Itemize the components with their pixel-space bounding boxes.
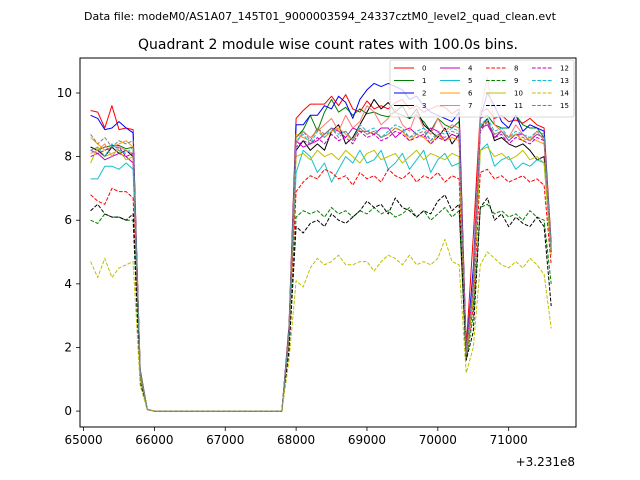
x-tick-label: 66000 — [135, 433, 173, 447]
legend-label-15: 15 — [560, 102, 569, 110]
legend-label-11: 11 — [514, 102, 523, 110]
x-tick-label: 71000 — [490, 433, 528, 447]
legend-label-5: 5 — [468, 77, 472, 85]
legend-label-8: 8 — [514, 65, 518, 73]
legend-label-2: 2 — [422, 90, 426, 98]
y-tick-label: 6 — [64, 213, 72, 227]
legend-label-9: 9 — [514, 77, 518, 85]
series-line-14 — [90, 238, 552, 412]
axes-layer: 65000 66000 67000 68000 69000 70000 71000 0 2 4 6 8… — [57, 57, 577, 447]
x-tick-label: 70000 — [419, 433, 457, 447]
legend-label-6: 6 — [468, 90, 473, 98]
y-tick-label: 4 — [64, 277, 72, 291]
series-line-12 — [90, 121, 552, 412]
x-offset-label: +3.231e8 — [516, 455, 575, 469]
y-tick-label: 10 — [57, 86, 72, 100]
legend-label-12: 12 — [560, 65, 569, 73]
y-tick-label: 8 — [64, 150, 72, 164]
legend-label-1: 1 — [422, 77, 426, 85]
x-tick-label: 65000 — [64, 433, 102, 447]
legend-label-3: 3 — [422, 102, 426, 110]
legend-label-0: 0 — [422, 65, 426, 73]
series-layer — [90, 76, 552, 412]
chart-title: Quadrant 2 module wise count rates with … — [138, 37, 518, 53]
x-tick-label: 67000 — [206, 433, 244, 447]
plot-frame — [79, 57, 577, 428]
x-tick-label: 69000 — [348, 433, 386, 447]
y-tick-label: 2 — [64, 340, 72, 354]
x-tick-label: 68000 — [277, 433, 315, 447]
legend-box — [389, 59, 575, 118]
legend-label-13: 13 — [560, 77, 569, 85]
legend-label-7: 7 — [468, 102, 472, 110]
data-file-label: Data file: modeM0/AS1A07_145T01_90000035… — [84, 10, 557, 23]
y-tick-label: 0 — [64, 404, 72, 418]
legend-label-4: 4 — [468, 65, 473, 73]
series-line-15 — [90, 121, 552, 412]
legend-label-10: 10 — [514, 90, 523, 98]
legend-label-14: 14 — [560, 90, 569, 98]
